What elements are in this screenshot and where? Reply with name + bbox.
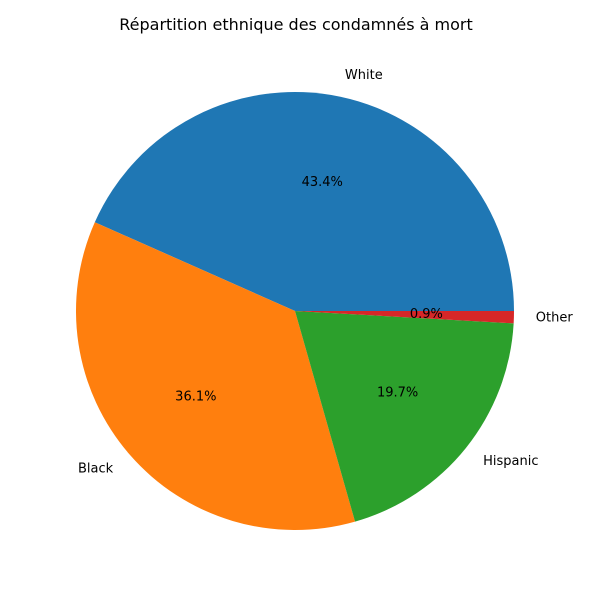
percent-label-hispanic: 19.7% [377, 386, 418, 401]
slice-label-hispanic: Hispanic [483, 454, 538, 469]
chart-title: Répartition ethnique des condamnés à mor… [119, 15, 473, 34]
slice-label-white: White [345, 68, 383, 83]
slice-label-other: Other [536, 310, 574, 325]
percent-label-other: 0.9% [410, 307, 443, 322]
slice-label-black: Black [78, 462, 114, 477]
pie-slices [75, 91, 515, 531]
percent-label-white: 43.4% [302, 175, 343, 190]
percent-label-black: 36.1% [175, 390, 216, 405]
pie-slice-white [94, 91, 515, 311]
pie-labels: White 43.4% Black 36.1% Hispanic 19.7% Other 0.… [78, 68, 573, 477]
pie-slice-other [295, 311, 514, 324]
pie-slice-hispanic [295, 311, 514, 522]
pie-slice-black [75, 222, 356, 531]
